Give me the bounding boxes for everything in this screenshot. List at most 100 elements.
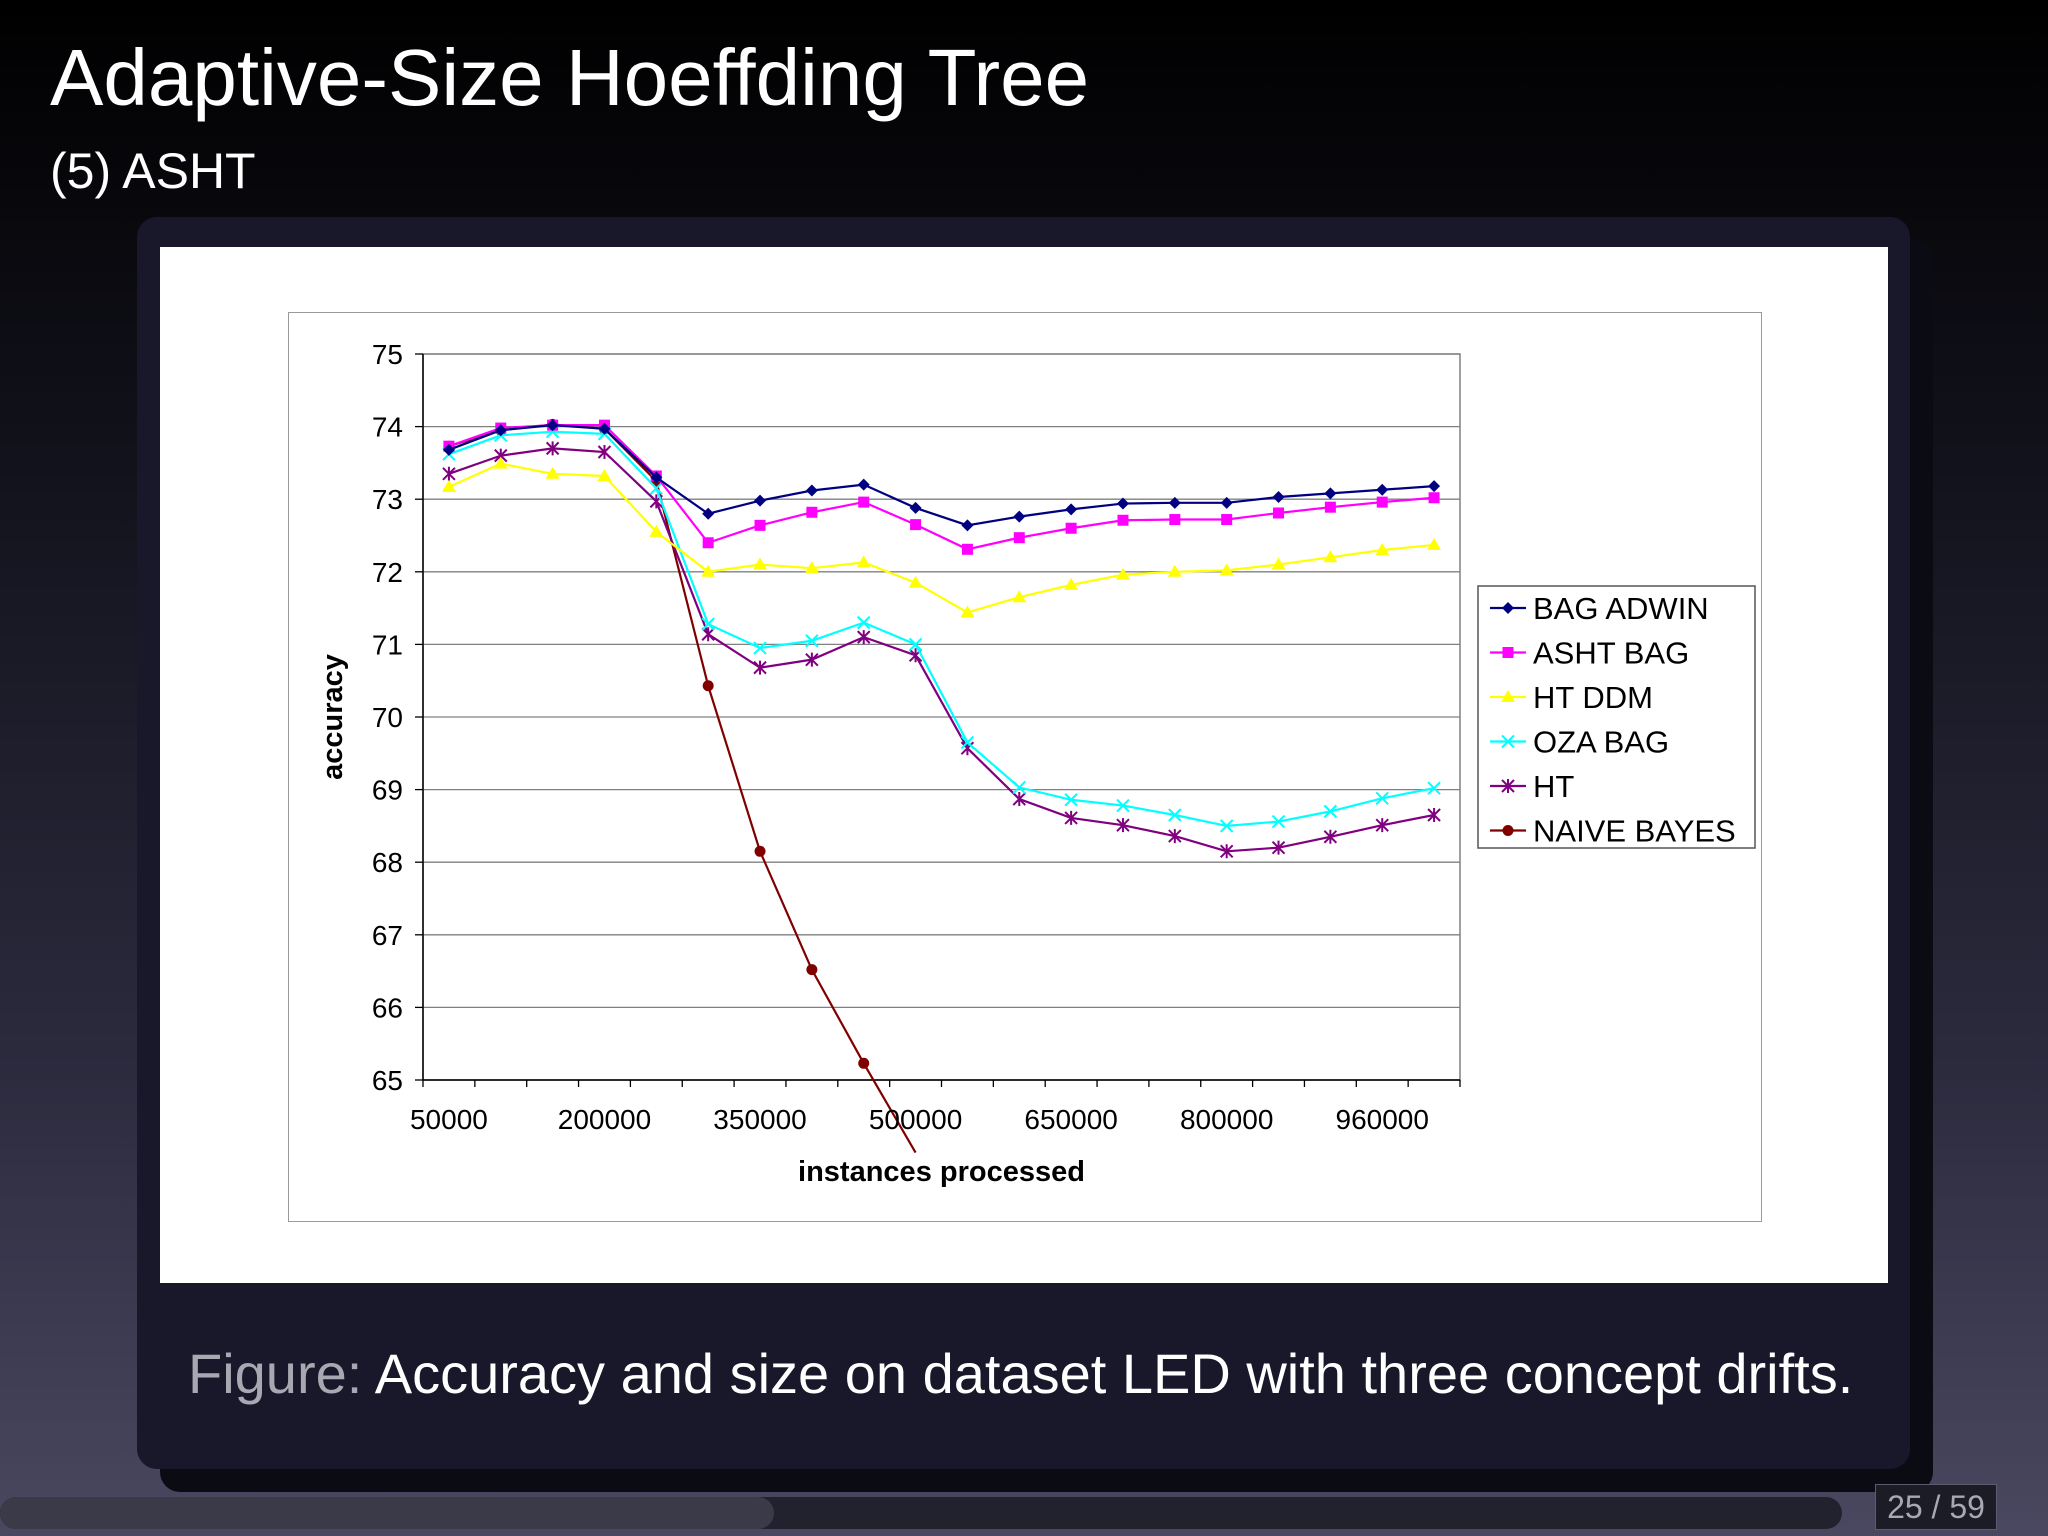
data-point bbox=[1064, 577, 1079, 590]
y-tick-label: 74 bbox=[372, 412, 403, 443]
x-tick-label: 200000 bbox=[558, 1104, 651, 1135]
data-point bbox=[1167, 564, 1182, 577]
data-point bbox=[1502, 825, 1514, 836]
data-point bbox=[1501, 779, 1515, 793]
data-point bbox=[649, 481, 664, 496]
series-ht bbox=[442, 441, 1441, 859]
data-point bbox=[1117, 514, 1129, 526]
data-point bbox=[701, 617, 715, 631]
data-point bbox=[1271, 557, 1286, 570]
figure-caption: Figure: Accuracy and size on dataset LED… bbox=[188, 1346, 1853, 1402]
legend-label: BAG ADWIN bbox=[1533, 591, 1709, 626]
slide-progress-bar[interactable] bbox=[0, 1497, 1842, 1529]
data-point bbox=[1115, 567, 1130, 580]
data-point bbox=[754, 519, 766, 531]
data-point bbox=[753, 660, 767, 675]
data-point bbox=[806, 964, 818, 976]
x-tick-label: 800000 bbox=[1180, 1104, 1273, 1135]
legend-label: OZA BAG bbox=[1533, 725, 1669, 760]
y-tick-label: 65 bbox=[372, 1065, 403, 1096]
data-point bbox=[1012, 780, 1026, 795]
data-point bbox=[1427, 808, 1441, 823]
data-point bbox=[1375, 791, 1389, 806]
data-point bbox=[1116, 798, 1130, 813]
y-tick-label: 67 bbox=[372, 920, 403, 951]
legend-label: ASHT BAG bbox=[1533, 636, 1689, 671]
data-point bbox=[1375, 818, 1389, 833]
data-point bbox=[908, 575, 923, 588]
series-line bbox=[448, 424, 1435, 527]
data-point bbox=[1168, 829, 1182, 844]
slide-subtitle: (5) ASHT bbox=[50, 143, 256, 199]
data-point bbox=[1427, 781, 1441, 795]
data-point bbox=[1375, 543, 1390, 556]
data-point bbox=[805, 484, 818, 497]
data-point bbox=[1323, 829, 1338, 844]
data-point bbox=[960, 605, 975, 618]
data-point bbox=[753, 557, 768, 570]
data-point bbox=[1116, 818, 1130, 833]
data-point bbox=[805, 634, 819, 648]
x-tick-label: 650000 bbox=[1024, 1104, 1117, 1135]
data-point bbox=[805, 652, 819, 667]
data-point bbox=[442, 466, 456, 481]
data-point bbox=[701, 564, 716, 577]
data-point bbox=[910, 519, 922, 531]
data-point bbox=[650, 471, 663, 484]
data-point bbox=[493, 456, 508, 469]
data-point bbox=[1220, 496, 1233, 509]
slide-title: Adaptive-Size Hoeffding Tree bbox=[50, 33, 1090, 122]
data-point bbox=[857, 615, 871, 630]
data-point bbox=[1271, 840, 1286, 855]
chart-area: 65 66 67 68 69 70 71 72 73 74 75 50000 200000 350000 5… bbox=[160, 247, 1888, 1283]
data-point bbox=[1012, 590, 1027, 603]
data-point bbox=[494, 424, 507, 437]
caption-text: Accuracy and size on dataset LED with th… bbox=[374, 1342, 1854, 1405]
data-point bbox=[961, 519, 974, 532]
data-point bbox=[1065, 503, 1078, 516]
data-point bbox=[1064, 793, 1078, 807]
data-point bbox=[1272, 491, 1285, 504]
data-point bbox=[1168, 496, 1181, 509]
data-point bbox=[753, 641, 767, 655]
slide-progress-fill bbox=[0, 1497, 774, 1529]
data-point bbox=[1502, 602, 1514, 614]
data-point bbox=[1428, 492, 1440, 504]
data-point bbox=[701, 627, 715, 642]
series-line bbox=[448, 424, 1435, 551]
series-line bbox=[448, 447, 1435, 853]
x-axis-title: instances processed bbox=[798, 1156, 1085, 1188]
data-point bbox=[1271, 814, 1286, 829]
legend-label: HT bbox=[1533, 769, 1574, 804]
data-point bbox=[754, 845, 766, 857]
data-point bbox=[806, 506, 818, 518]
data-point bbox=[702, 537, 714, 549]
data-point bbox=[858, 1057, 870, 1069]
data-point bbox=[1169, 514, 1181, 526]
x-tick-label: 50000 bbox=[410, 1104, 488, 1135]
data-point bbox=[1324, 501, 1336, 513]
data-point bbox=[754, 494, 767, 507]
data-point bbox=[1273, 507, 1285, 519]
caption-label: Figure: bbox=[188, 1342, 363, 1405]
data-point bbox=[857, 630, 871, 645]
data-point bbox=[1323, 550, 1338, 563]
data-point bbox=[1064, 810, 1078, 825]
series-bag-adwin bbox=[442, 419, 1441, 532]
series-line bbox=[448, 430, 1435, 828]
data-point bbox=[960, 735, 975, 750]
data-point bbox=[857, 478, 870, 491]
accuracy-line-chart: 65 66 67 68 69 70 71 72 73 74 75 50000 200000 350000 5… bbox=[317, 339, 1756, 1188]
data-point bbox=[1013, 510, 1026, 523]
data-point bbox=[1376, 483, 1389, 496]
page-counter: 25 / 59 bbox=[1875, 1484, 1997, 1530]
y-tick-label: 75 bbox=[372, 339, 403, 370]
series-ht-ddm bbox=[441, 456, 1442, 618]
data-point bbox=[1427, 537, 1442, 550]
legend-label: HT DDM bbox=[1533, 680, 1653, 715]
y-tick-label: 68 bbox=[372, 847, 403, 878]
data-point bbox=[1221, 514, 1233, 526]
data-point bbox=[702, 680, 714, 692]
data-point bbox=[858, 496, 870, 508]
data-point bbox=[1116, 497, 1129, 510]
